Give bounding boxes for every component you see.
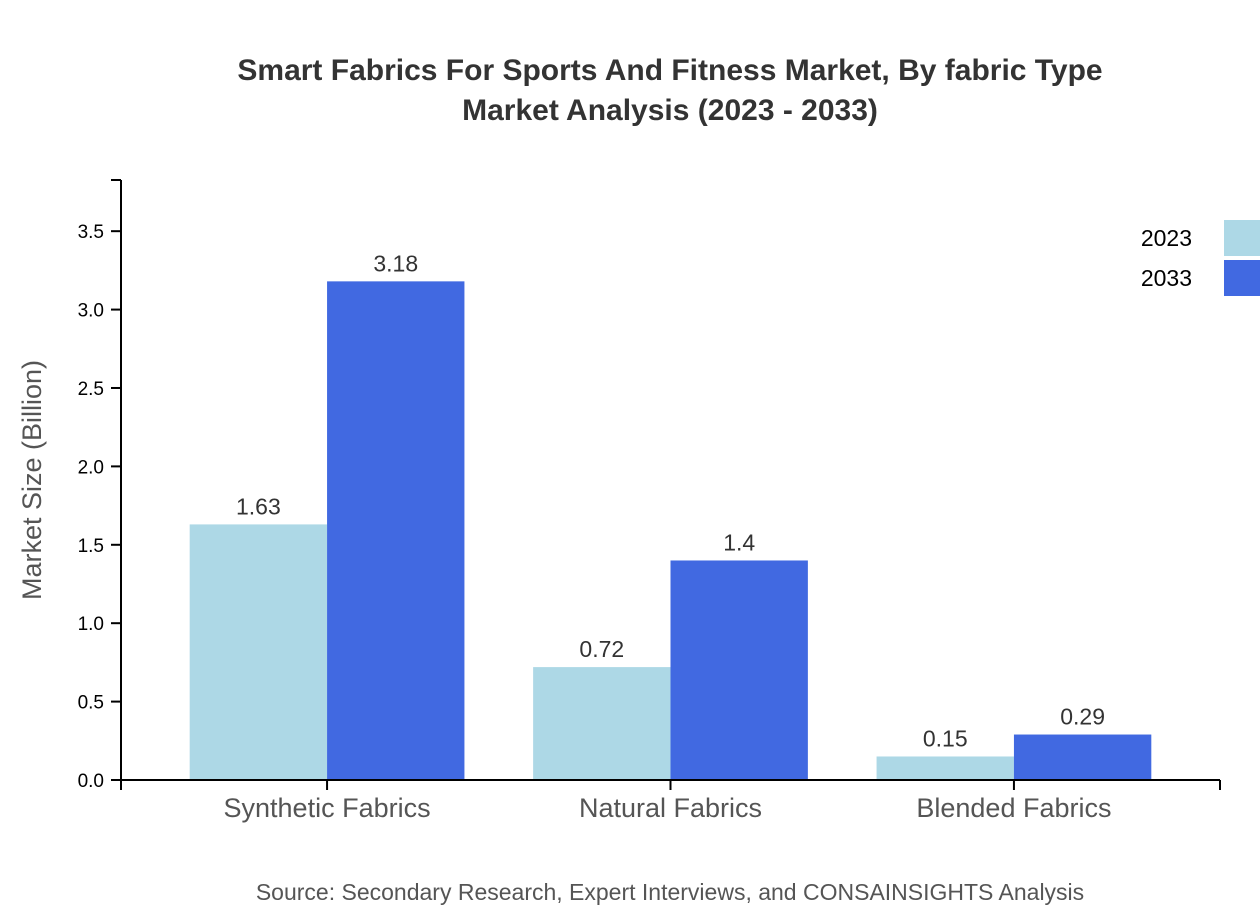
legend-swatch-2033	[1224, 260, 1260, 296]
bar-2023	[533, 667, 671, 780]
bar-2033	[1013, 734, 1152, 780]
data-label: 0.15	[923, 725, 968, 751]
plot-area: 1.63 3.18 Synthetic Fabrics 0.72 1.4 Natural …	[78, 179, 1260, 823]
y-tick-label: 3.5	[78, 222, 104, 243]
chart-title-line-2: Market Analysis (2023 - 2033)	[462, 94, 878, 127]
data-label: 0.29	[1060, 704, 1105, 730]
chart-title-line-1: Smart Fabrics For Sports And Fitness Mar…	[237, 54, 1102, 87]
y-tick-label: 0.5	[78, 693, 104, 714]
y-tick-label: 1.0	[78, 614, 104, 635]
x-tick-label: Synthetic Fabrics	[224, 793, 431, 823]
bar-2023	[876, 756, 1014, 780]
data-label: 1.63	[236, 493, 281, 519]
source-note: Source: Secondary Research, Expert Inter…	[256, 879, 1084, 905]
legend-label: 2023	[1141, 225, 1192, 251]
data-label: 3.18	[373, 250, 418, 276]
legend-swatch-2023	[1224, 220, 1260, 256]
y-tick-label: 2.5	[78, 379, 104, 400]
data-label: 1.4	[723, 529, 755, 555]
y-axis-label: Market Size (Billion)	[17, 360, 47, 600]
y-tick-label: 3.0	[78, 301, 104, 322]
bar-2033	[327, 281, 465, 780]
x-tick-label: Natural Fabrics	[579, 793, 762, 823]
y-tick-label: 0.0	[78, 771, 104, 792]
y-tick-label: 1.5	[78, 536, 104, 557]
legend-label: 2033	[1141, 265, 1192, 291]
bar-2033	[670, 560, 808, 780]
y-tick-label: 2.0	[78, 457, 104, 478]
data-label: 0.72	[579, 636, 624, 662]
x-tick-label: Blended Fabrics	[916, 793, 1111, 823]
bar-2023	[189, 524, 328, 780]
